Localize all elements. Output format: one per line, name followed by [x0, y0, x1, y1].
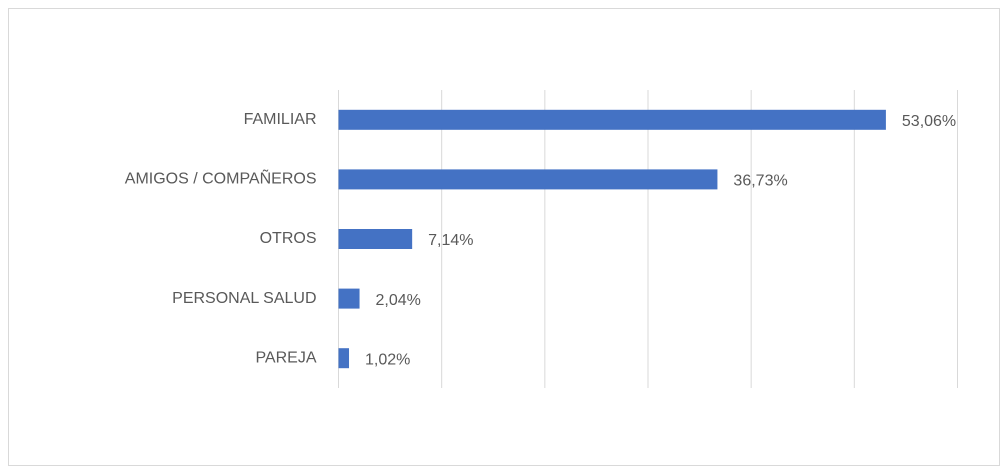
y-tick-label: FAMILIAR — [244, 111, 317, 128]
chart-border — [8, 8, 1000, 466]
bar — [338, 348, 350, 369]
data-label: 7,14% — [428, 232, 473, 249]
bar — [338, 169, 718, 190]
y-tick-label: OTROS — [260, 230, 317, 247]
y-tick-label: PERSONAL SALUD — [172, 290, 316, 307]
y-tick-label: AMIGOS / COMPAÑEROS — [125, 168, 317, 188]
data-label: 53,06% — [902, 113, 956, 130]
data-label: 2,04% — [376, 292, 421, 309]
bar — [338, 288, 360, 309]
bar — [338, 229, 413, 249]
bar — [338, 109, 886, 130]
data-label: 1,02% — [365, 351, 410, 368]
y-tick-label: PAREJA — [255, 349, 316, 366]
data-label: 36,73% — [733, 173, 787, 190]
